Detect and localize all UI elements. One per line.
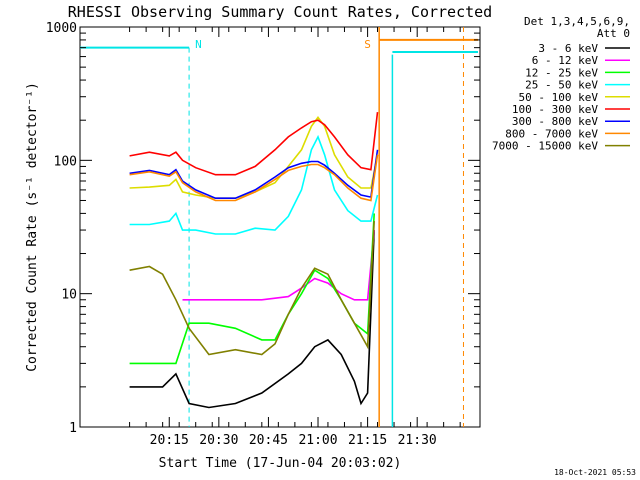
plot-frame: [79, 26, 481, 428]
legend-label: 6 - 12 keV: [532, 54, 599, 67]
y-tick-label: 1: [69, 421, 77, 436]
series-line: [129, 134, 379, 235]
footer-timestamp: 18-Oct-2021 05:53: [554, 468, 636, 477]
legend-label: 800 - 7000 keV: [505, 127, 598, 140]
x-tick-label: 20:45: [249, 433, 288, 448]
legend-header-line2: Att 0: [597, 27, 630, 40]
x-axis-ticks: 20:15 20:30 20:45 21:00 21:15 21:30: [129, 27, 461, 448]
legend-label: 12 - 25 keV: [525, 66, 598, 79]
x-tick-label: 20:15: [150, 433, 189, 448]
legend-header-line1: Det 1,3,4,5,6,9,: [524, 15, 630, 28]
y-axis-label: Corrected Count Rate (s⁻¹ detector⁻¹): [25, 82, 40, 372]
series-line: [129, 149, 379, 199]
x-tick-label: 20:30: [199, 433, 238, 448]
x-axis-label: Start Time (17-Jun-04 20:03:02): [159, 456, 402, 471]
chart-title: RHESSI Observing Summary Count Rates, Co…: [68, 3, 492, 21]
series-line: [182, 230, 375, 301]
series-line: [129, 112, 379, 176]
x-tick-label: 21:15: [348, 433, 387, 448]
x-tick-label: 21:00: [298, 433, 337, 448]
y-tick-label: 100: [54, 154, 77, 169]
legend-label: 7000 - 15000 keV: [492, 140, 598, 153]
x-tick-label: 21:30: [398, 433, 437, 448]
legend-label: 3 - 6 keV: [538, 42, 598, 55]
series-lines: [129, 112, 379, 409]
marker-label: S: [364, 38, 371, 51]
series-line: [129, 154, 379, 202]
y-axis-ticks: 1 10 100 1000: [46, 21, 480, 436]
legend-label: 50 - 100 keV: [519, 91, 599, 104]
series-line: [129, 230, 375, 409]
y-tick-label: 1000: [46, 21, 77, 36]
legend-label: 25 - 50 keV: [525, 79, 598, 92]
series-line: [129, 221, 375, 356]
series-line: [129, 116, 379, 199]
series-line: [129, 213, 375, 365]
marker-label: N: [195, 38, 202, 51]
legend-label: 300 - 800 keV: [512, 115, 598, 128]
y-tick-label: 10: [61, 288, 77, 303]
legend-label: 100 - 300 keV: [512, 103, 598, 116]
